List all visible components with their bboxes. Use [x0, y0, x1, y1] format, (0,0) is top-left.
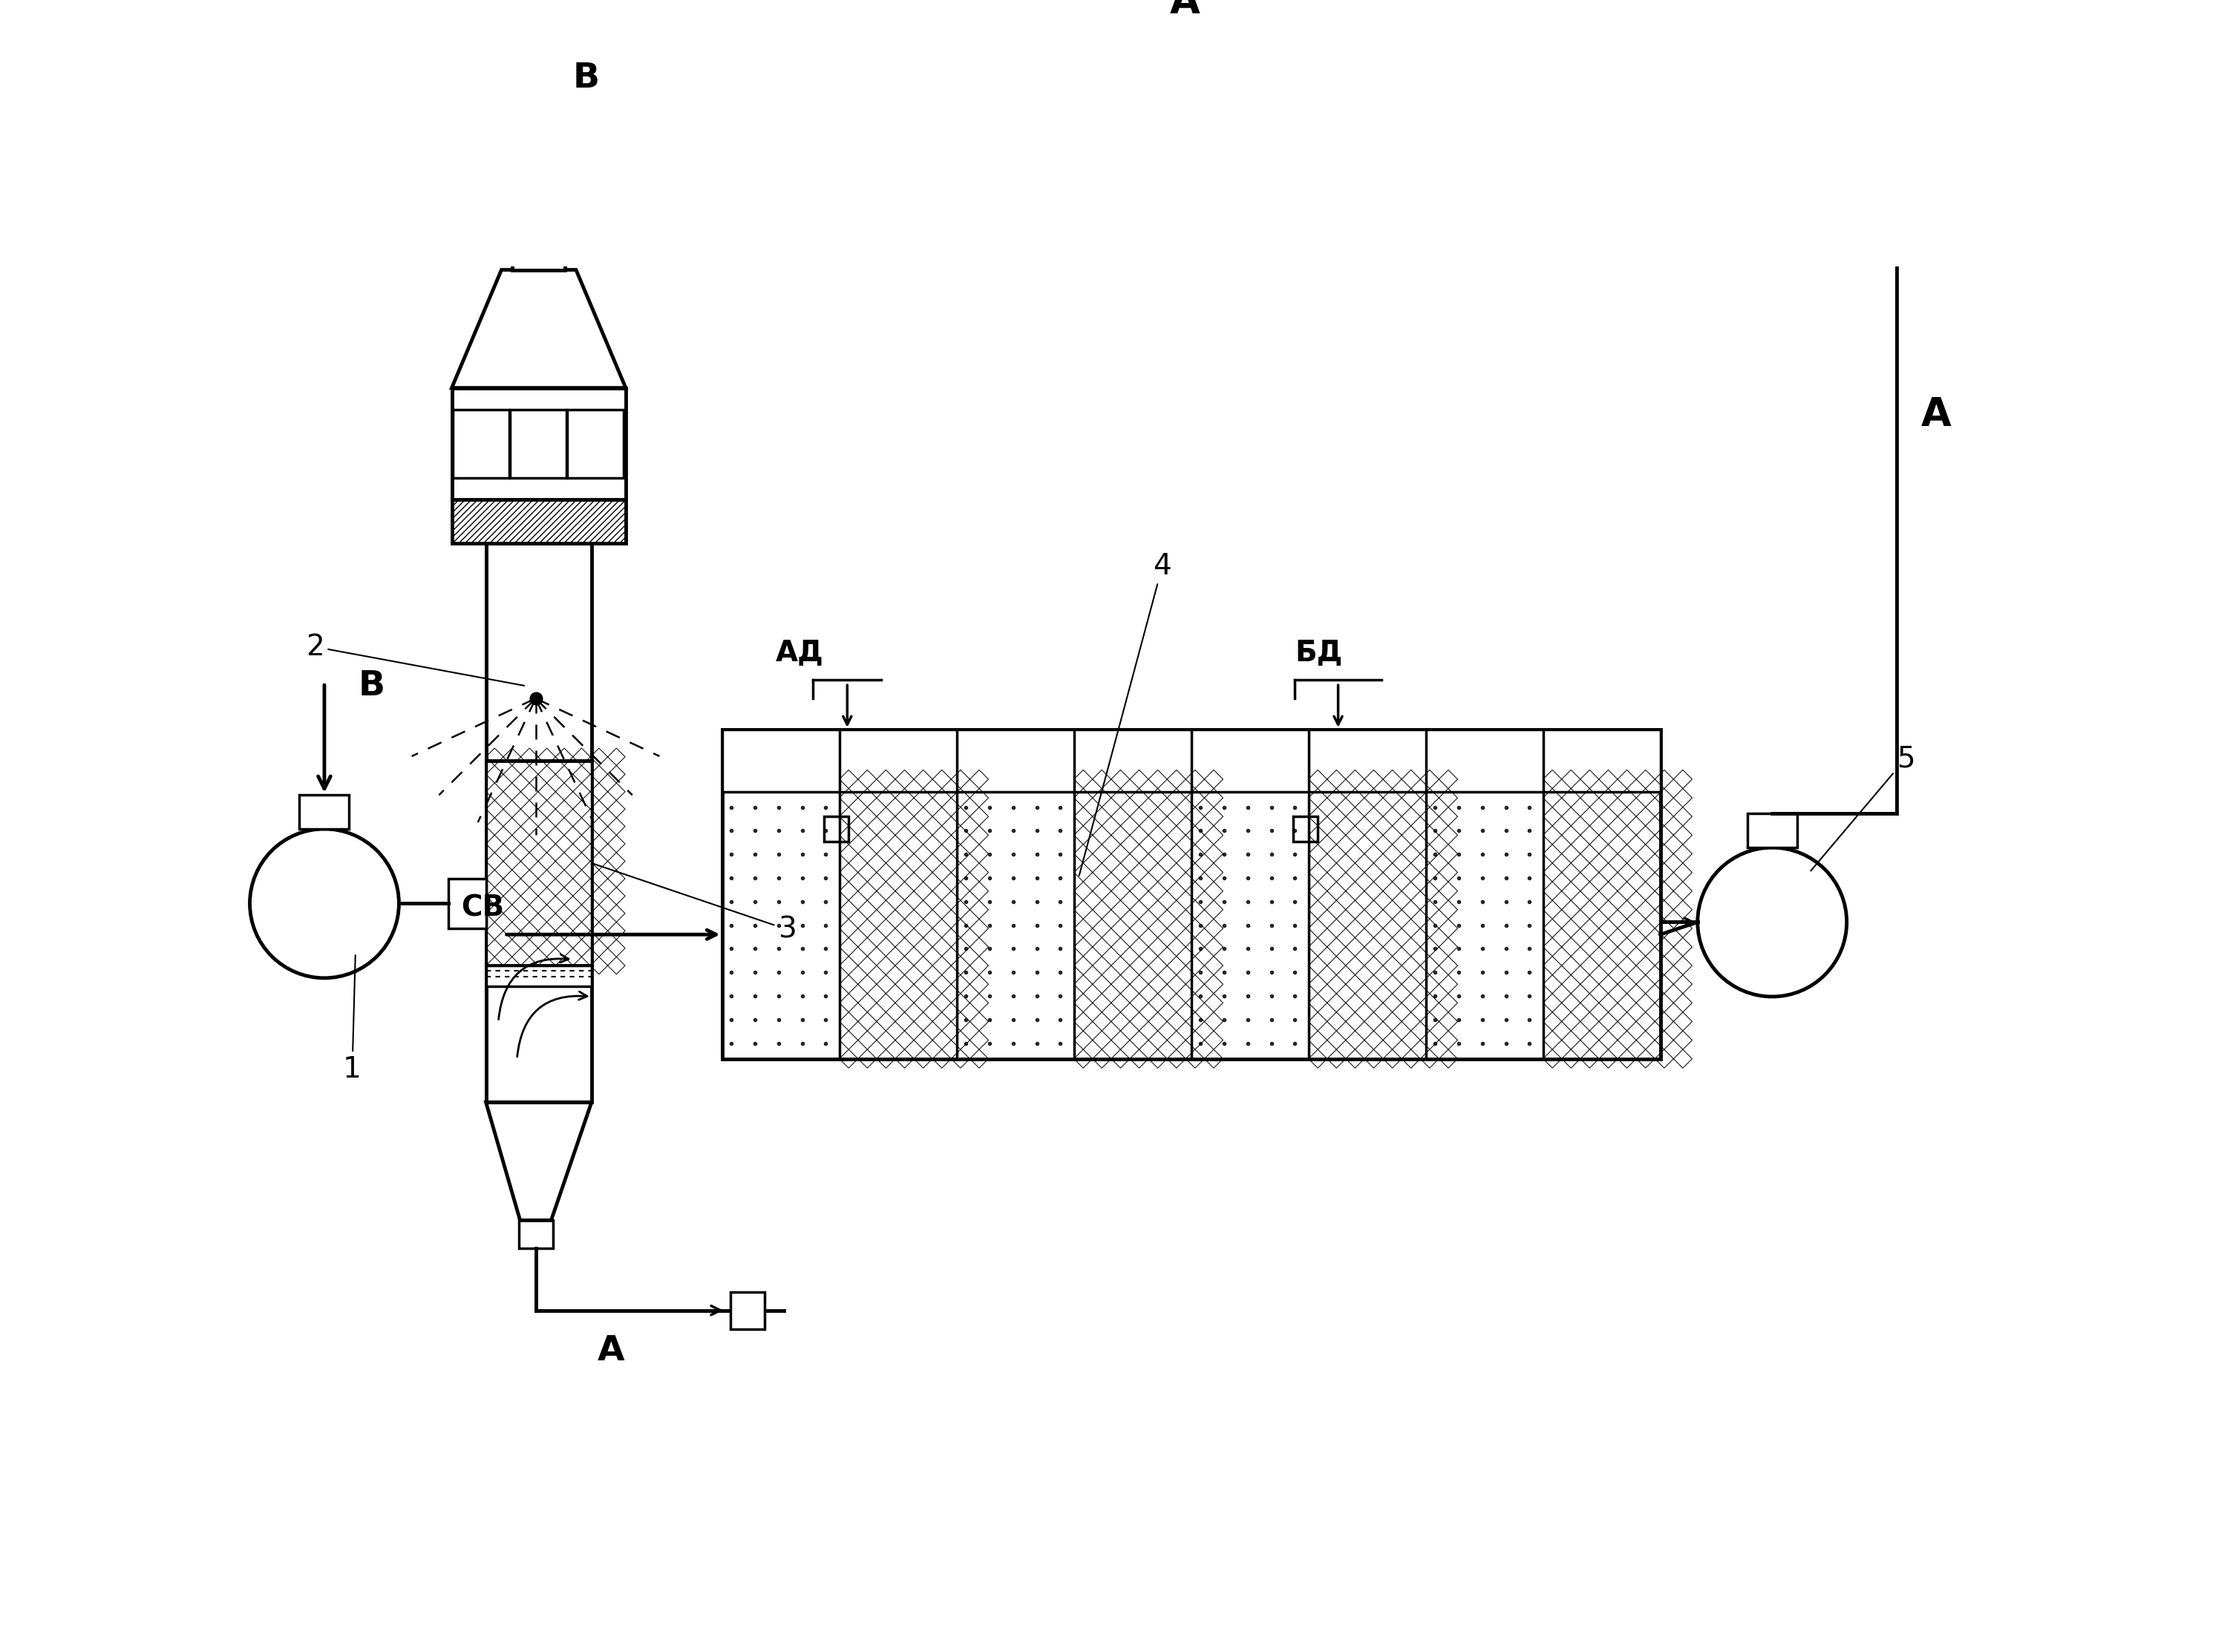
Polygon shape	[452, 269, 626, 388]
Bar	[510, 410, 566, 477]
Circle shape	[249, 829, 399, 978]
Bar	[824, 816, 848, 841]
Bar	[722, 730, 1661, 791]
Text: БД: БД	[1294, 639, 1343, 667]
Bar	[501, 182, 577, 198]
Bar	[448, 879, 485, 928]
Bar	[452, 410, 510, 477]
Text: А: А	[1169, 0, 1200, 21]
Bar	[512, 198, 566, 269]
Bar	[1191, 791, 1309, 1059]
Bar	[452, 388, 626, 499]
Bar	[1543, 791, 1661, 1059]
Bar	[840, 791, 958, 1059]
Bar	[568, 410, 624, 477]
Bar	[485, 544, 592, 1102]
Bar	[722, 730, 1661, 1059]
Text: 3: 3	[595, 864, 797, 943]
Bar	[485, 965, 592, 986]
Text: 2: 2	[305, 633, 523, 686]
Bar	[722, 791, 840, 1059]
Text: 4: 4	[1080, 552, 1171, 876]
Text: А: А	[1922, 395, 1951, 434]
Bar	[1425, 791, 1543, 1059]
Bar	[519, 1221, 552, 1249]
Bar	[1294, 816, 1318, 841]
Bar	[730, 1292, 764, 1328]
Text: А: А	[597, 1335, 626, 1368]
Bar	[298, 795, 350, 829]
Text: В: В	[359, 669, 385, 702]
Text: АД: АД	[775, 639, 824, 667]
Bar	[1309, 791, 1425, 1059]
Text: 1: 1	[343, 955, 361, 1084]
Circle shape	[1697, 847, 1846, 996]
Text: СВ: СВ	[461, 894, 503, 922]
Bar	[485, 760, 592, 965]
Text: В: В	[572, 61, 599, 96]
Bar	[958, 791, 1073, 1059]
Bar	[452, 499, 626, 544]
Bar	[1073, 791, 1191, 1059]
Bar	[1748, 813, 1797, 847]
Text: 5: 5	[1811, 745, 1915, 871]
